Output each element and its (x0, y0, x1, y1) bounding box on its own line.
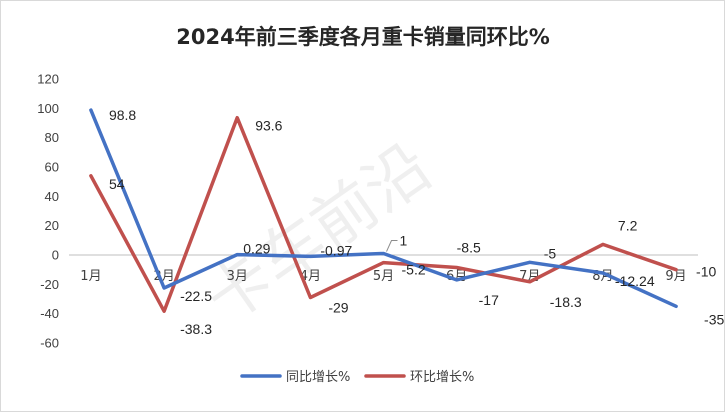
series-layer (89, 108, 678, 313)
data-label: -38.3 (180, 321, 212, 337)
data-label: -29 (328, 300, 348, 316)
series-line-mom (89, 115, 678, 313)
series-line-yoy (89, 108, 678, 309)
y-tick-label: 120 (37, 72, 59, 87)
data-label: -5.2 (402, 262, 426, 278)
legend-item[interactable]: 同比增长% (240, 370, 350, 385)
data-label: -22.5 (180, 288, 212, 304)
x-axis: 1月 2月 3月 4月 5月 6月 7月 8月 9月 (69, 254, 698, 284)
data-label: -35 (704, 311, 724, 327)
legend-label: 同比增长% (286, 370, 350, 385)
data-labels: 98.8 -22.5 0.29 -0.97 1 -17 -5 -12.24 -35 54 -38.3… (109, 107, 724, 337)
y-tick-label: 100 (37, 101, 59, 116)
x-tick-label: 1月 (80, 269, 101, 284)
data-label: -18.3 (550, 294, 582, 310)
data-label: 93.6 (255, 118, 282, 134)
x-tick-label: 3月 (227, 269, 248, 284)
y-tick-label: -20 (40, 277, 59, 292)
data-label: 98.8 (109, 107, 136, 123)
data-label: -5 (544, 245, 557, 261)
data-label: 7.2 (618, 217, 638, 233)
y-axis: -60 -40 -20 0 20 40 60 80 100 120 (37, 72, 59, 351)
legend-item[interactable]: 环比增长% (364, 370, 474, 385)
data-label: 54 (109, 176, 125, 192)
data-label: 0.29 (243, 241, 270, 257)
y-tick-label: 40 (45, 189, 59, 204)
data-label: 1 (400, 233, 408, 249)
y-tick-label: 20 (45, 218, 59, 233)
data-label: -10 (696, 264, 716, 280)
y-tick-label: -40 (40, 306, 59, 321)
y-tick-label: 0 (52, 248, 59, 263)
x-tick-label: 9月 (665, 269, 686, 284)
y-tick-label: 60 (45, 160, 59, 175)
y-tick-label: -60 (40, 336, 59, 351)
data-label: -8.5 (457, 239, 481, 255)
legend[interactable]: 同比增长% 环比增长% (240, 370, 474, 385)
chart-title: 2024年前三季度各月重卡销量同环比% (176, 25, 550, 49)
data-label: -17 (479, 292, 499, 308)
x-tick-label: 5月 (373, 269, 394, 284)
data-label: -0.97 (320, 242, 352, 258)
data-label: -12.24 (615, 273, 655, 289)
label-leader-line (386, 240, 398, 252)
legend-label: 环比增长% (410, 370, 474, 385)
y-tick-label: 80 (45, 130, 59, 145)
